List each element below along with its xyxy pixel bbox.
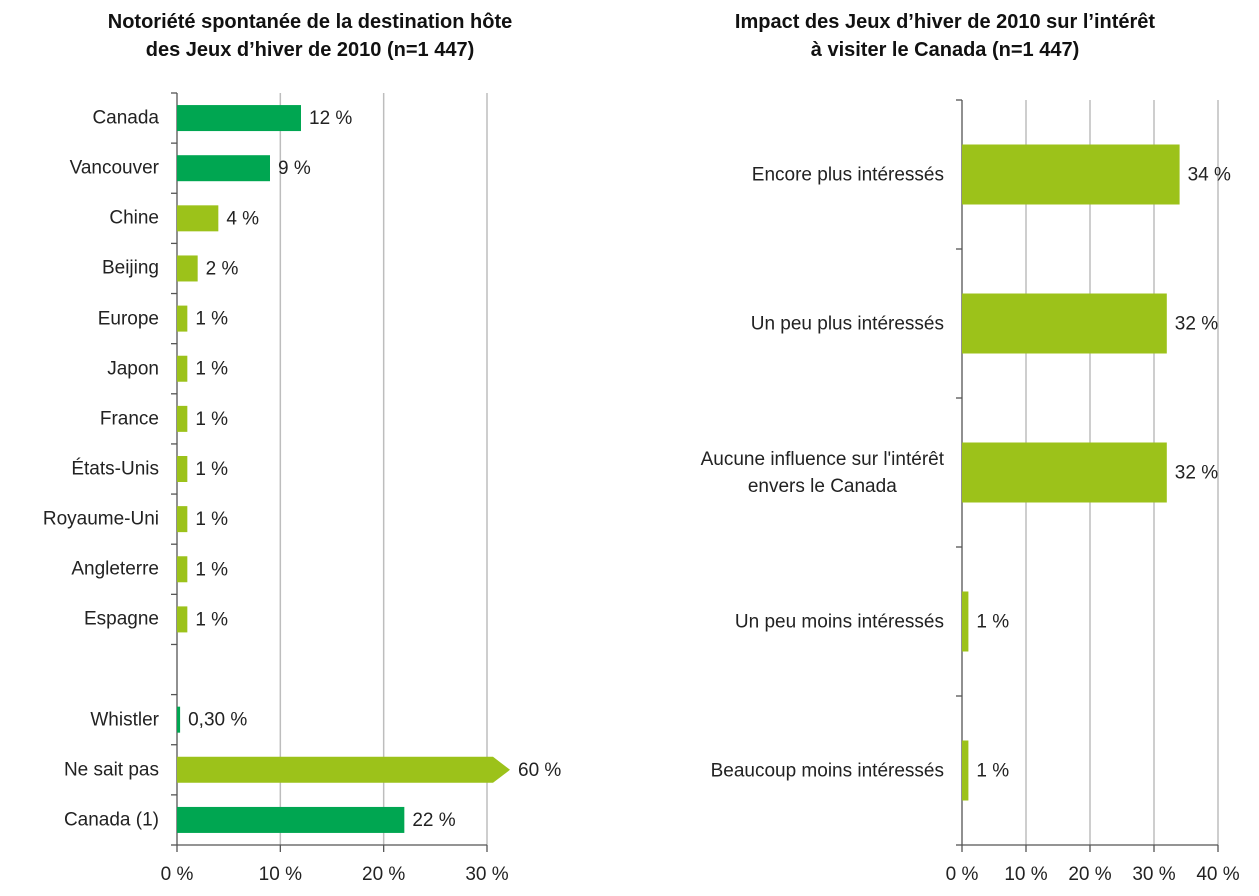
x-tick-label: 30 %: [465, 864, 508, 885]
x-tick-label: 20 %: [1068, 864, 1111, 885]
value-label: 1 %: [195, 409, 228, 430]
bar: [177, 606, 188, 633]
bar: [177, 205, 219, 232]
value-label: 22 %: [412, 810, 455, 831]
bar: [177, 155, 270, 182]
x-tick-label: 10 %: [1004, 864, 1047, 885]
value-label: 0,30 %: [188, 710, 247, 731]
value-label: 1 %: [976, 612, 1009, 633]
category-label: Espagne: [83, 608, 159, 630]
category-label: Beaucoup moins intéressés: [710, 760, 944, 781]
bar: [177, 506, 188, 533]
value-label: 60 %: [518, 760, 561, 781]
bar: [962, 144, 1180, 205]
category-label: Ne sait pas: [63, 759, 159, 781]
x-tick-label: 40 %: [1196, 864, 1239, 885]
category-label: Whistler: [90, 709, 159, 731]
value-label: 1 %: [195, 359, 228, 380]
bar: [177, 456, 188, 482]
value-label: 1 %: [195, 609, 228, 630]
category-label: France: [99, 408, 159, 430]
bar: [962, 293, 1167, 354]
value-label: 1 %: [195, 459, 228, 480]
category-label: Canada: [92, 107, 159, 129]
x-tick-label: 30 %: [1132, 864, 1175, 885]
bar: [177, 355, 188, 382]
category-label: Royaume-Uni: [42, 508, 159, 530]
bar: [177, 756, 510, 783]
value-label: 1 %: [976, 761, 1009, 782]
x-tick-label: 0 %: [161, 864, 194, 885]
category-label: Encore plus intéressés: [751, 164, 944, 185]
category-label: Un peu moins intéressés: [734, 611, 944, 632]
category-label: Vancouver: [69, 157, 159, 179]
category-label: Aucune influence sur l'intérêt envers le…: [700, 448, 944, 497]
bar: [962, 740, 969, 801]
category-label: Chine: [109, 207, 159, 229]
category-label: États-Unis: [71, 458, 159, 480]
category-label: Europe: [97, 308, 159, 330]
bar: [962, 591, 969, 652]
value-label: 1 %: [195, 509, 228, 530]
bar: [177, 255, 198, 282]
chart-title: Notoriété spontanée de la destination hô…: [107, 11, 513, 61]
value-label: 4 %: [226, 208, 259, 229]
category-label: Canada (1): [63, 809, 159, 831]
bar: [962, 442, 1167, 503]
value-label: 32 %: [1175, 463, 1218, 484]
value-label: 12 %: [309, 108, 352, 129]
bar: [177, 105, 301, 132]
bar: [177, 706, 181, 733]
x-tick-label: 0 %: [946, 864, 979, 885]
category-label: Un peu plus intéressés: [750, 313, 944, 334]
category-label: Angleterre: [71, 558, 159, 580]
x-tick-label: 10 %: [259, 864, 302, 885]
value-label: 9 %: [278, 158, 311, 179]
value-label: 1 %: [195, 559, 228, 580]
value-label: 1 %: [195, 309, 228, 330]
category-label: Beijing: [101, 257, 159, 279]
value-label: 2 %: [206, 258, 239, 279]
bar: [177, 405, 188, 432]
value-label: 34 %: [1188, 165, 1231, 186]
bar: [177, 305, 188, 332]
x-tick-label: 20 %: [362, 864, 405, 885]
bar: [177, 806, 405, 833]
value-label: 32 %: [1175, 314, 1218, 335]
bar: [177, 556, 188, 583]
category-label: Japon: [107, 358, 159, 380]
chart-title: Impact des Jeux d’hiver de 2010 sur l’in…: [734, 11, 1156, 61]
